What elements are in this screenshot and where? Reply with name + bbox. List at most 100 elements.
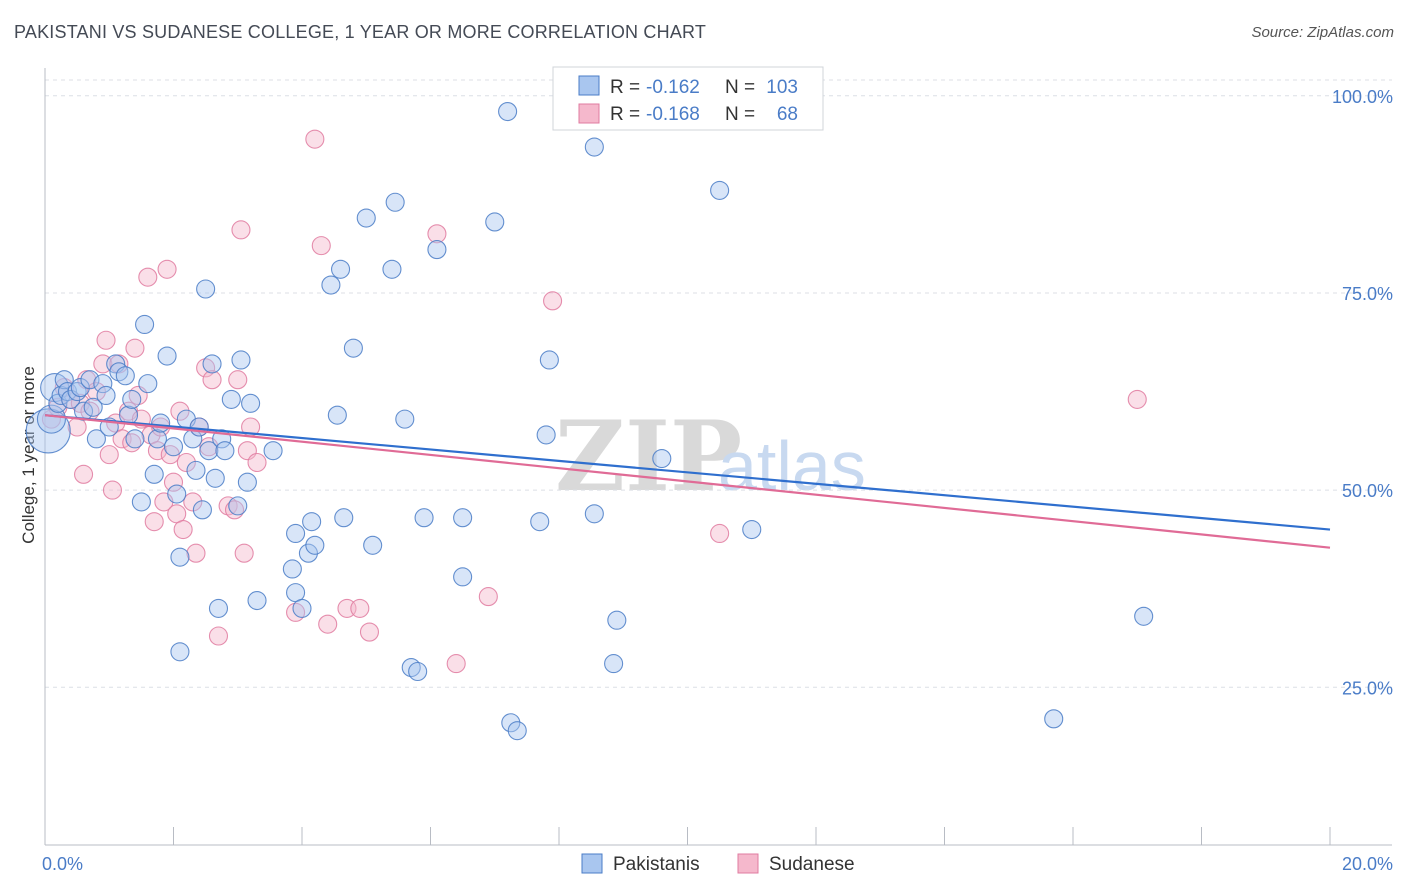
pakistanis-point-32 — [170, 547, 190, 567]
pakistanis-point-22 — [125, 429, 145, 449]
legend-n-value-1: 103 — [766, 77, 798, 98]
pakistanis-point-53 — [282, 559, 302, 579]
pakistanis-point-74 — [453, 508, 473, 528]
pakistanis-point-9 — [70, 378, 90, 398]
pakistanis-point-26 — [144, 464, 164, 484]
trend-lines — [44, 414, 1331, 549]
series-legend-swatch-pakistanis — [581, 853, 603, 874]
legend-r-label-2: R = — [610, 104, 640, 125]
sudanese-point-51 — [305, 129, 325, 149]
legend: R = -0.162 N = 103 R = -0.168 N = 68 — [552, 66, 824, 131]
sudanese-point-36 — [186, 543, 206, 563]
sudanese-point-12 — [99, 445, 119, 465]
pakistanis-point-59 — [305, 535, 325, 555]
pakistanis-point-61 — [327, 405, 347, 425]
legend-n-label-2: N = — [725, 104, 755, 125]
watermark-zip: ZIP — [555, 400, 742, 513]
x-tick-label-0: 0.0% — [42, 854, 83, 874]
pakistanis-point-69 — [395, 409, 415, 429]
pakistanis-point-72 — [414, 508, 434, 528]
pakistanis-point-48 — [231, 350, 251, 370]
pakistanis-point-47 — [228, 496, 248, 516]
series-legend-label-pakistanis: Pakistanis — [613, 854, 700, 875]
pakistanis-point-90 — [742, 519, 762, 540]
pakistanis-point-86 — [607, 610, 627, 630]
x-tick-label-1: 20.0% — [1342, 854, 1393, 874]
sudanese-point-9 — [86, 381, 106, 402]
pakistanis-point-46 — [221, 389, 241, 409]
pakistanis-point-66 — [363, 535, 383, 555]
pakistanis-point-78 — [501, 713, 521, 733]
pakistanis-point-23 — [131, 492, 151, 512]
pakistanis-point-56 — [292, 598, 312, 618]
sudanese-point-60 — [543, 291, 563, 311]
pakistanis-point-36 — [186, 460, 206, 480]
sudanese-point-11 — [96, 330, 116, 350]
pakistanis-point-45 — [215, 441, 235, 461]
pakistanis-point-33 — [170, 642, 190, 662]
sudanese-point-52 — [311, 236, 331, 256]
sudanese-point-46 — [234, 543, 254, 563]
pakistanis-point-52 — [263, 441, 283, 461]
pakistanis-point-27 — [147, 429, 167, 449]
pakistanis-point-42 — [205, 468, 225, 488]
pakistanis-point-80 — [530, 512, 550, 532]
pakistanis-point-43 — [208, 598, 229, 618]
legend-r-value-2: -0.168 — [646, 104, 700, 125]
pakistanis-point-30 — [163, 437, 184, 457]
pakistanis-point-49 — [237, 472, 257, 492]
pakistanis-point-89 — [710, 180, 730, 200]
pakistanis-trend-line — [44, 414, 1331, 531]
pakistanis-point-31 — [167, 484, 187, 504]
sudanese-point-24 — [144, 512, 164, 532]
pakistanis-point-64 — [343, 338, 363, 358]
series-legend-swatch-sudanese — [737, 853, 759, 874]
legend-r-value-1: -0.162 — [646, 77, 700, 98]
sudanese-point-40 — [202, 370, 222, 390]
series-legend: Pakistanis Sudanese — [581, 853, 855, 875]
pakistanis-point-83 — [584, 137, 604, 157]
sudanese-trend-line — [44, 414, 1331, 549]
pakistanis-point-58 — [302, 512, 322, 532]
pakistanis-point-41 — [202, 354, 222, 374]
pakistanis-point-15 — [96, 385, 116, 406]
sudanese-point-33 — [173, 519, 193, 540]
legend-swatch-sudanese — [578, 103, 600, 124]
pakistanis-point-37 — [189, 417, 209, 437]
pakistanis-point-76 — [485, 212, 505, 232]
sudanese-point-56 — [359, 622, 380, 642]
sudanese-point-28 — [157, 259, 177, 279]
pakistanis-point-55 — [286, 523, 306, 544]
pakistanis-point-92 — [1134, 606, 1154, 626]
pakistanis-point-60 — [321, 275, 341, 295]
pakistanis-point-5 — [54, 370, 74, 390]
sudanese-point-41 — [208, 626, 229, 646]
pakistanis-point-40 — [199, 441, 219, 461]
pakistanis-point-88 — [652, 449, 672, 469]
y-tick-label-0: 100.0% — [1332, 87, 1393, 107]
legend-r-label-1: R = — [610, 77, 640, 98]
source-attribution: Source: ZipAtlas.com — [1251, 24, 1394, 41]
pakistanis-point-79 — [507, 721, 527, 741]
watermark: ZIP atlas — [555, 400, 866, 513]
pakistanis-point-25 — [138, 374, 158, 394]
pakistanis-point-24 — [135, 314, 155, 335]
pakistanis-point-84 — [584, 504, 604, 524]
pakistanis-point-14 — [93, 374, 113, 394]
pakistanis-point-91 — [1044, 709, 1064, 729]
y-tick-label-2: 50.0% — [1342, 481, 1393, 501]
pakistanis-point-62 — [330, 259, 351, 279]
grid-lines — [45, 79, 1392, 688]
pakistanis-point-57 — [298, 543, 318, 563]
pakistanis-point-11 — [80, 370, 100, 390]
sudanese-point-59 — [478, 587, 498, 607]
pakistanis-point-29 — [157, 346, 177, 366]
pakistanis-point-39 — [196, 279, 216, 299]
sudanese-point-57 — [427, 224, 447, 244]
legend-n-label-1: N = — [725, 77, 755, 98]
y-tick-label-3: 25.0% — [1342, 678, 1393, 698]
pakistanis-point-73 — [427, 240, 447, 260]
sudanese-point-19 — [125, 338, 145, 358]
series-legend-label-sudanese: Sudanese — [769, 854, 855, 875]
